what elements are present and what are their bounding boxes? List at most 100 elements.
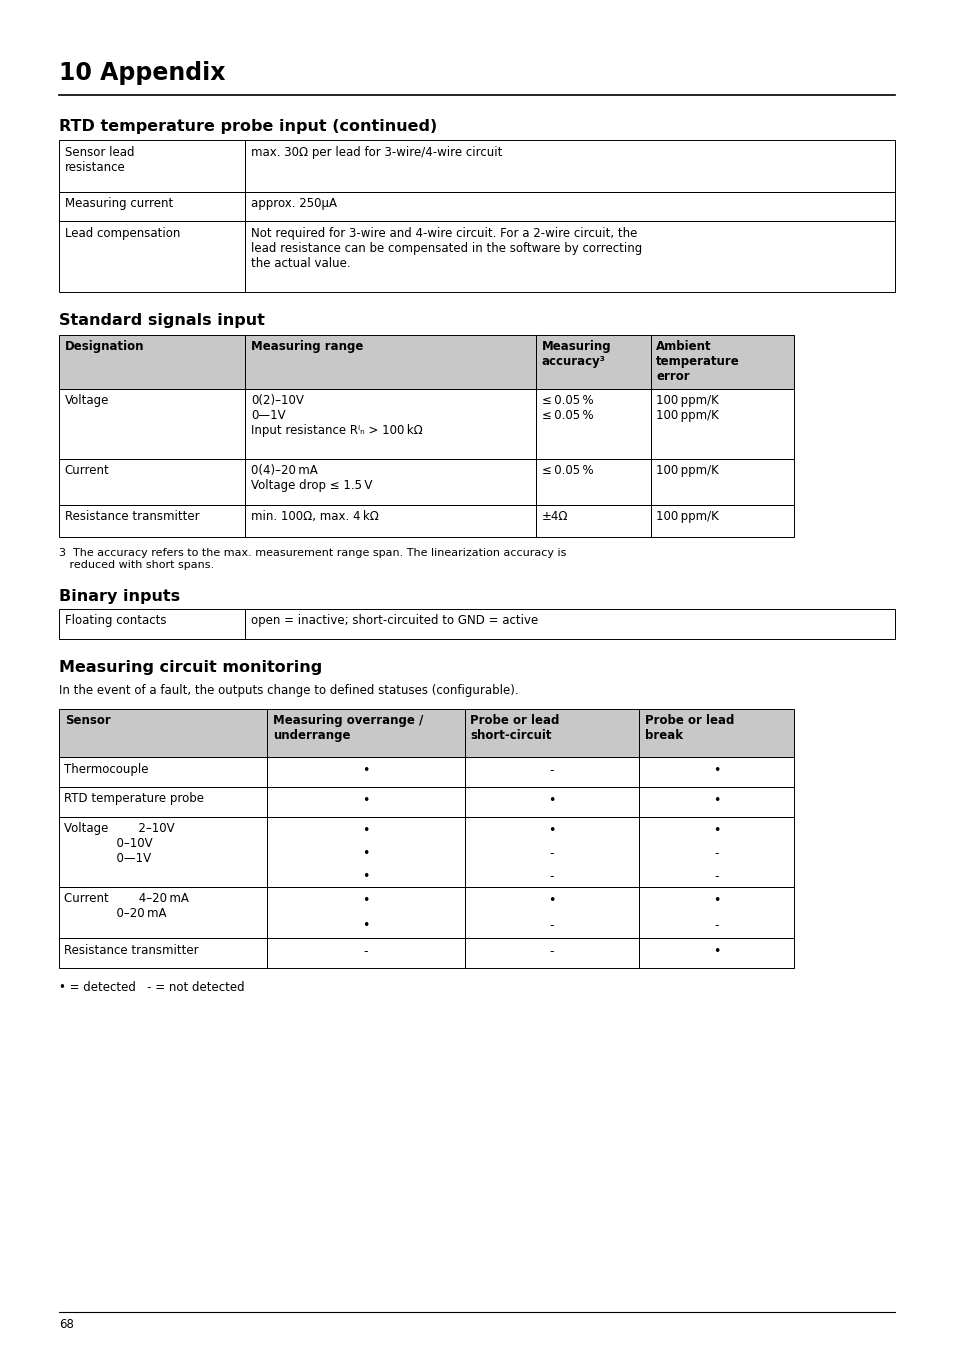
Text: 68: 68: [59, 1318, 74, 1331]
Text: -: -: [549, 846, 554, 860]
Text: •: •: [712, 894, 720, 907]
Text: •: •: [362, 794, 369, 807]
Bar: [536, 505, 650, 537]
Text: •: •: [548, 894, 555, 907]
Bar: [267, 757, 464, 787]
Text: Measuring range: Measuring range: [251, 340, 363, 354]
Text: Binary inputs: Binary inputs: [59, 589, 180, 603]
Text: •: •: [362, 824, 369, 837]
Text: •: •: [712, 945, 720, 958]
Text: Designation: Designation: [65, 340, 144, 354]
Text: Floating contacts: Floating contacts: [65, 614, 166, 628]
Text: Voltage        2–10V
              0–10V
              0—1V: Voltage 2–10V 0–10V 0—1V: [64, 822, 174, 865]
Text: -: -: [363, 945, 368, 958]
Bar: [245, 335, 536, 389]
Bar: [650, 389, 793, 459]
Bar: [639, 938, 793, 968]
Bar: [464, 709, 639, 757]
Bar: [267, 887, 464, 938]
Text: min. 100Ω, max. 4 kΩ: min. 100Ω, max. 4 kΩ: [251, 510, 378, 524]
Bar: [464, 887, 639, 938]
Bar: [59, 335, 245, 389]
Bar: [650, 505, 793, 537]
Text: Current: Current: [65, 464, 110, 478]
Bar: [639, 757, 793, 787]
Bar: [245, 192, 894, 221]
Bar: [650, 459, 793, 505]
Text: 3  The accuracy refers to the max. measurement range span. The linearization acc: 3 The accuracy refers to the max. measur…: [59, 548, 566, 570]
Text: RTD temperature probe input (continued): RTD temperature probe input (continued): [59, 119, 436, 134]
Text: • = detected   - = not detected: • = detected - = not detected: [59, 981, 245, 995]
Text: -: -: [714, 919, 718, 933]
Text: ≤ 0.05 %
≤ 0.05 %: ≤ 0.05 % ≤ 0.05 %: [541, 394, 593, 423]
Bar: [59, 609, 245, 639]
Text: 100 ppm/K: 100 ppm/K: [656, 510, 719, 524]
Text: 10 Appendix: 10 Appendix: [59, 61, 226, 85]
Text: In the event of a fault, the outputs change to defined statuses (configurable).: In the event of a fault, the outputs cha…: [59, 684, 518, 698]
Text: Standard signals input: Standard signals input: [59, 313, 265, 328]
Bar: [536, 389, 650, 459]
Text: Measuring
accuracy³: Measuring accuracy³: [541, 340, 611, 369]
Bar: [464, 938, 639, 968]
Bar: [59, 140, 245, 192]
Text: open = inactive; short-circuited to GND = active: open = inactive; short-circuited to GND …: [251, 614, 537, 628]
Text: -: -: [714, 846, 718, 860]
Text: 100 ppm/K
100 ppm/K: 100 ppm/K 100 ppm/K: [656, 394, 719, 423]
Text: Measuring overrange /
underrange: Measuring overrange / underrange: [273, 714, 422, 743]
Text: -: -: [549, 945, 554, 958]
Bar: [59, 459, 245, 505]
Bar: [59, 757, 267, 787]
Text: Resistance transmitter: Resistance transmitter: [65, 510, 199, 524]
Text: Not required for 3-wire and 4-wire circuit. For a 2-wire circuit, the
lead resis: Not required for 3-wire and 4-wire circu…: [251, 227, 641, 270]
Text: -: -: [549, 919, 554, 933]
Bar: [245, 221, 894, 292]
Text: Measuring circuit monitoring: Measuring circuit monitoring: [59, 660, 322, 675]
Bar: [464, 757, 639, 787]
Text: Voltage: Voltage: [65, 394, 110, 408]
Bar: [639, 709, 793, 757]
Text: 0(4)–20 mA
Voltage drop ≤ 1.5 V: 0(4)–20 mA Voltage drop ≤ 1.5 V: [251, 464, 372, 493]
Bar: [536, 459, 650, 505]
Bar: [245, 505, 536, 537]
Text: max. 30Ω per lead for 3-wire/4-wire circuit: max. 30Ω per lead for 3-wire/4-wire circ…: [251, 146, 501, 159]
Text: -: -: [549, 764, 554, 778]
Bar: [59, 787, 267, 817]
Bar: [59, 221, 245, 292]
Bar: [650, 335, 793, 389]
Bar: [59, 817, 267, 887]
Text: 100 ppm/K: 100 ppm/K: [656, 464, 719, 478]
Bar: [245, 140, 894, 192]
Bar: [536, 335, 650, 389]
Bar: [245, 609, 894, 639]
Text: ≤ 0.05 %: ≤ 0.05 %: [541, 464, 593, 478]
Text: •: •: [712, 794, 720, 807]
Bar: [59, 505, 245, 537]
Bar: [59, 389, 245, 459]
Text: Sensor lead
resistance: Sensor lead resistance: [65, 146, 134, 174]
Bar: [245, 459, 536, 505]
Bar: [639, 787, 793, 817]
Text: •: •: [362, 871, 369, 883]
Text: approx. 250μA: approx. 250μA: [251, 197, 336, 211]
Bar: [639, 817, 793, 887]
Text: Probe or lead
break: Probe or lead break: [644, 714, 734, 743]
Bar: [59, 938, 267, 968]
Bar: [59, 192, 245, 221]
Text: •: •: [362, 846, 369, 860]
Text: Ambient
temperature
error: Ambient temperature error: [656, 340, 740, 383]
Bar: [245, 389, 536, 459]
Text: Lead compensation: Lead compensation: [65, 227, 180, 240]
Text: •: •: [362, 919, 369, 933]
Text: •: •: [548, 794, 555, 807]
Text: Measuring current: Measuring current: [65, 197, 172, 211]
Text: 0(2)–10V
0—1V
Input resistance Rᴵₙ > 100 kΩ: 0(2)–10V 0—1V Input resistance Rᴵₙ > 100…: [251, 394, 422, 437]
Bar: [639, 887, 793, 938]
Text: •: •: [548, 824, 555, 837]
Text: •: •: [362, 894, 369, 907]
Text: •: •: [712, 824, 720, 837]
Text: Probe or lead
short-circuit: Probe or lead short-circuit: [470, 714, 559, 743]
Text: RTD temperature probe: RTD temperature probe: [64, 792, 204, 806]
Bar: [267, 817, 464, 887]
Bar: [59, 887, 267, 938]
Text: •: •: [362, 764, 369, 778]
